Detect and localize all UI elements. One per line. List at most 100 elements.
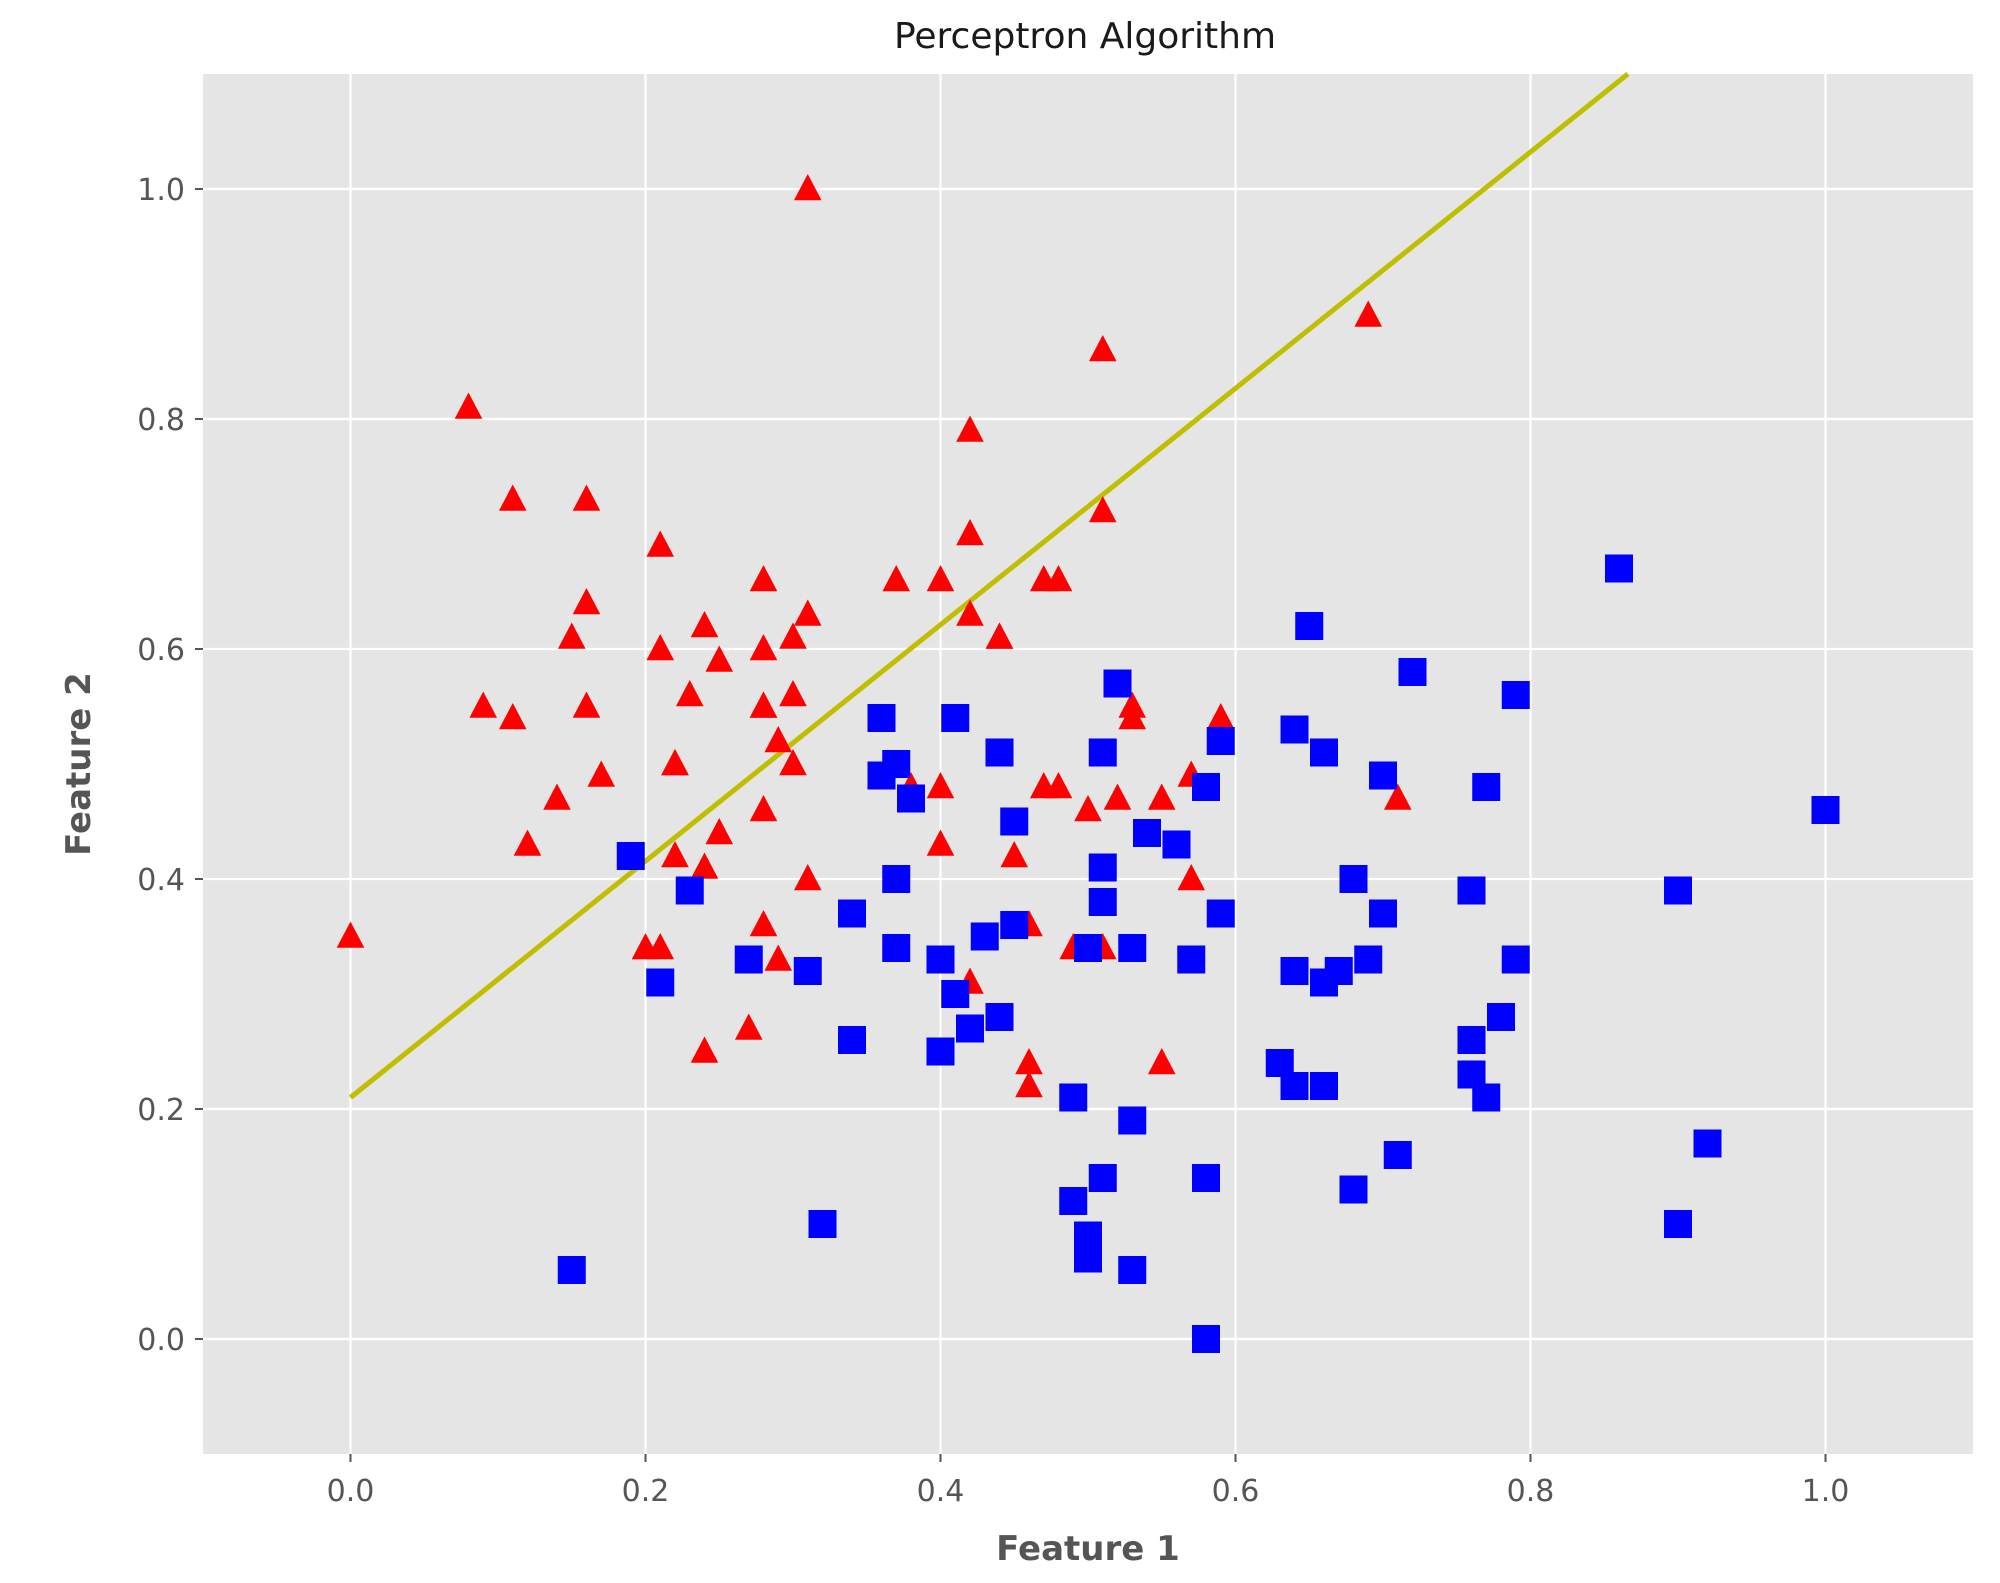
square-point (793, 957, 822, 985)
triangle-point (572, 588, 601, 615)
triangle-point (454, 392, 483, 419)
triangle-point (764, 726, 793, 753)
square-point (1088, 1164, 1117, 1192)
square-point (1059, 1083, 1088, 1112)
triangle-point (793, 599, 822, 626)
square-point (1192, 773, 1220, 801)
triangle-point (572, 691, 601, 718)
triangle-point (779, 622, 807, 649)
triangle-point (793, 864, 822, 891)
triangle-point (1103, 783, 1132, 810)
triangle-point (985, 622, 1014, 649)
triangle-point (498, 703, 527, 730)
square-point (1162, 830, 1191, 859)
square-point (926, 1037, 955, 1066)
square-point (1310, 968, 1338, 997)
square-point (1501, 681, 1530, 709)
square-point (1354, 945, 1383, 974)
square-point (1310, 738, 1338, 767)
triangle-point (1044, 772, 1073, 799)
square-point (616, 842, 645, 870)
triangle-point (646, 530, 675, 557)
triangle-point (926, 772, 955, 799)
x-tick-label: 1.0 (1802, 1474, 1850, 1509)
triangle-point (749, 691, 778, 718)
y-tick-label: 1.0 (137, 173, 185, 208)
series-square (557, 554, 1840, 1353)
y-tick-label: 0.2 (137, 1093, 185, 1128)
triangle-point (661, 749, 689, 776)
x-tick-label: 0.0 (327, 1474, 375, 1509)
square-point (1088, 888, 1117, 916)
triangle-point (1088, 335, 1117, 362)
square-point (734, 945, 763, 974)
square-point (1074, 934, 1102, 962)
square-point (941, 704, 970, 732)
square-point (867, 761, 896, 790)
square-point (1472, 1083, 1501, 1112)
square-point (1118, 934, 1147, 962)
triangle-point (1044, 565, 1073, 592)
square-point (1074, 1244, 1102, 1273)
triangle-point (1177, 864, 1206, 891)
triangle-point (956, 519, 984, 546)
square-point (1664, 876, 1692, 905)
square-point (1059, 1187, 1088, 1215)
triangle-point (956, 415, 984, 442)
square-point (867, 704, 896, 732)
square-point (1103, 669, 1132, 698)
x-tick-label: 0.6 (1212, 1474, 1260, 1509)
triangle-point (749, 910, 778, 937)
triangle-point (513, 829, 542, 856)
square-point (1664, 1210, 1692, 1238)
triangle-point (587, 760, 616, 787)
x-axis-label: Feature 1 (996, 1529, 1180, 1569)
square-point (1118, 1106, 1147, 1135)
triangle-point (1206, 703, 1235, 730)
square-point (1501, 945, 1530, 974)
square-point (926, 945, 955, 974)
square-point (1369, 899, 1397, 928)
square-point (1192, 1325, 1220, 1353)
y-tick-labels: 0.0 0.2 0.4 0.6 0.8 1.0 (137, 173, 203, 1358)
square-point (1457, 1026, 1486, 1054)
y-tick-label: 0.4 (137, 863, 185, 898)
square-point (1206, 899, 1235, 928)
triangle-point (705, 645, 734, 672)
triangle-point (1088, 496, 1117, 523)
square-point (838, 899, 866, 928)
triangle-point (779, 749, 807, 776)
square-point (646, 968, 675, 997)
triangle-point (1383, 783, 1412, 810)
triangle-point (926, 829, 955, 856)
square-point (970, 922, 999, 951)
triangle-point (705, 818, 734, 845)
triangle-point (749, 634, 778, 661)
square-point (1118, 1256, 1147, 1284)
chart-title: Perceptron Algorithm (894, 16, 1276, 57)
square-point (1177, 945, 1206, 974)
square-point (985, 1003, 1014, 1031)
square-point (1811, 796, 1840, 824)
square-point (1280, 1072, 1309, 1100)
square-point (1457, 876, 1486, 905)
triangle-point (336, 921, 365, 948)
triangle-point (749, 795, 778, 822)
triangle-point (793, 174, 822, 201)
square-point (1088, 738, 1117, 767)
triangle-point (764, 944, 793, 971)
y-tick-label: 0.8 (137, 403, 185, 438)
square-point (1369, 761, 1397, 790)
triangle-point (1015, 1048, 1043, 1075)
triangle-point (1000, 841, 1029, 868)
square-point (882, 934, 911, 962)
triangle-point (779, 680, 807, 707)
square-point (941, 980, 970, 1008)
square-point (1000, 911, 1029, 939)
x-tick-label: 0.4 (917, 1474, 965, 1509)
square-point (838, 1026, 866, 1054)
triangle-point (646, 933, 675, 960)
triangle-point (557, 622, 586, 649)
square-point (1605, 554, 1633, 583)
y-tick-label: 0.0 (137, 1323, 185, 1358)
